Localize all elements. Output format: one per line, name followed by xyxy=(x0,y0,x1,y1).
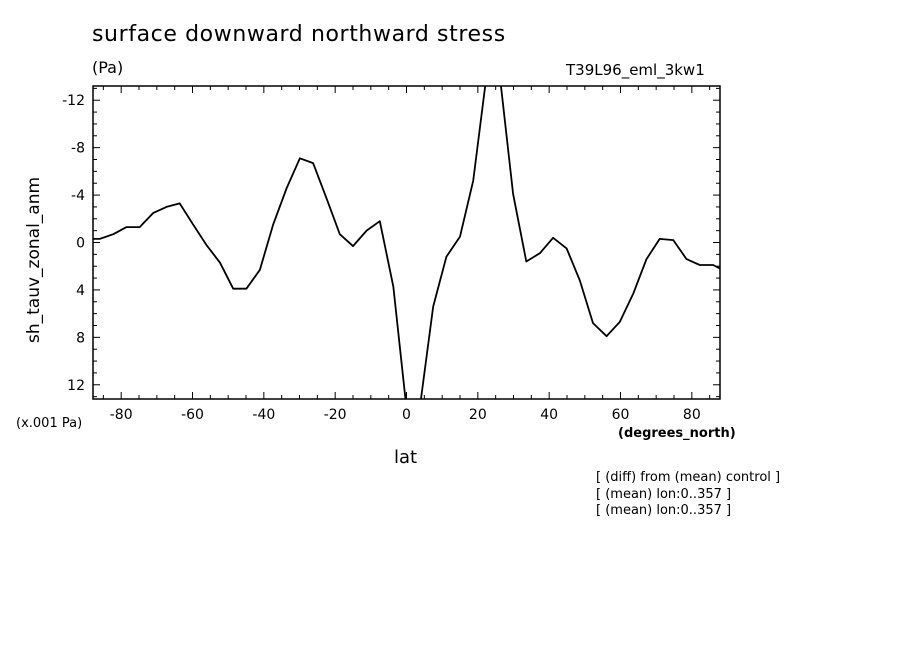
chart-title: surface downward northward stress xyxy=(92,22,506,47)
y-axis-label: sh_tauv_zonal_anm xyxy=(24,176,44,343)
x-tick-label: -20 xyxy=(324,407,347,423)
axis-ticks xyxy=(93,86,720,399)
x-tick-label: -40 xyxy=(252,407,275,423)
y-tick-label: -8 xyxy=(71,141,85,157)
y-tick-label: -12 xyxy=(62,93,85,109)
x-tick-label: 20 xyxy=(469,407,487,423)
data-series xyxy=(93,86,720,399)
units-label: (Pa) xyxy=(92,58,124,77)
x-axis-units: (degrees_north) xyxy=(618,426,736,441)
y-tick-label: 4 xyxy=(76,283,85,299)
info-note: [ (mean) lon:0..357 ] xyxy=(596,487,732,502)
y-tick-label: 12 xyxy=(67,378,85,394)
y-tick-label: -4 xyxy=(71,188,85,204)
x-tick-label: -60 xyxy=(181,407,204,423)
series-line-0 xyxy=(93,86,720,399)
y-tick-label: 0 xyxy=(76,236,85,252)
x-tick-label: 80 xyxy=(683,407,701,423)
y-tick-label: 8 xyxy=(76,330,85,346)
x-tick-label: -80 xyxy=(110,407,133,423)
info-note: [ (mean) lon:0..357 ] xyxy=(596,503,732,518)
x-tick-label: 40 xyxy=(540,407,558,423)
y-scale-note: (x.001 Pa) xyxy=(16,416,83,431)
plot-frame xyxy=(92,85,721,400)
x-tick-label: 0 xyxy=(402,407,411,423)
x-tick-label: 60 xyxy=(612,407,630,423)
run-id-label: T39L96_eml_3kw1 xyxy=(566,61,705,79)
info-note: [ (diff) from (mean) control ] xyxy=(596,470,781,485)
x-axis-label: lat xyxy=(394,447,418,468)
